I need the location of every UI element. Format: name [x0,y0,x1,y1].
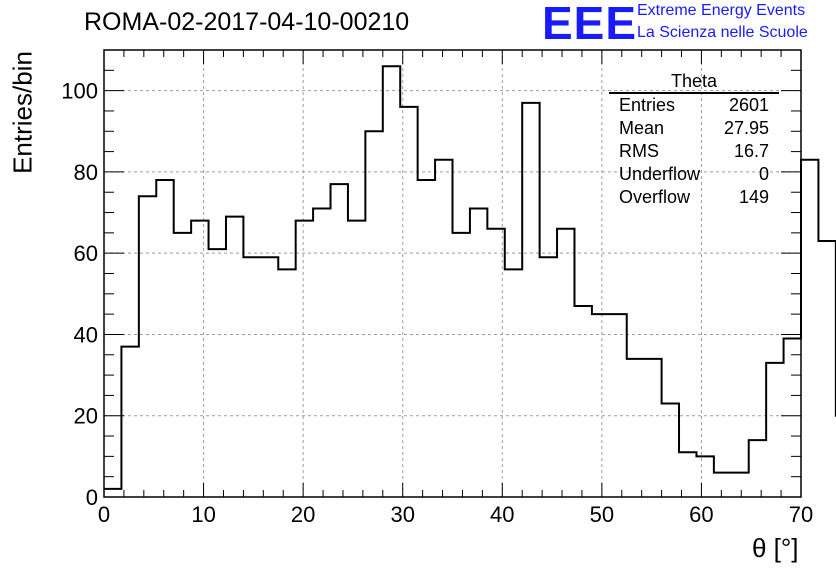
tick-labels: 0 10 20 30 40 50 60 70 0 20 40 60 80 100 [61,79,813,527]
histogram-bin [487,229,504,497]
y-tick-label: 0 [86,485,98,510]
logo-caption-line1: Extreme Energy Events [637,2,806,19]
histogram-bin [662,404,679,497]
histogram-bin [731,473,748,497]
x-tick-label: 70 [789,502,813,527]
histogram-bin [818,241,835,497]
histogram-bin [749,440,766,497]
histogram-line [104,65,836,490]
histogram-bin [679,452,696,497]
axis-ticks [103,49,802,498]
stats-value: 2601 [728,95,769,115]
y-axis-label: Entries/bin [7,51,38,174]
histogram-bin [418,180,435,497]
histogram-bin [470,208,487,497]
stats-row-underflow: Underflow 0 [609,163,779,186]
histogram-bin [226,217,243,497]
histogram-bin [121,347,138,497]
histogram-bin [801,160,818,497]
x-tick-label: 0 [98,502,110,527]
histogram-bin [261,257,278,497]
stats-box: Theta Entries 2601 Mean 27.95 RMS 16.7 U… [609,70,779,209]
chart-title: ROMA-02-2017-04-10-00210 [84,8,410,36]
histogram-bin [522,103,539,497]
logo-caption-line2: La Scienza nelle Scuole [637,24,808,41]
y-tick-label: 80 [74,160,98,185]
histogram-bin [348,221,365,497]
histogram-bin [574,306,591,497]
histogram-bin [505,269,522,497]
stats-row-overflow: Overflow 149 [609,186,779,209]
stats-label: Underflow [619,164,701,184]
histogram-bin [243,257,260,497]
histogram-bin [435,160,452,497]
histogram-bin [383,66,400,497]
histogram-bin [609,314,626,497]
histogram-bin [766,363,783,497]
histogram-bin [156,180,173,497]
histogram-bin [627,359,644,497]
histogram-bin [714,473,731,497]
stats-label: RMS [619,141,659,161]
stats-row-rms: RMS 16.7 [609,140,779,163]
stats-value: 0 [758,164,769,184]
histogram-bin [365,131,382,497]
histogram-bin [313,208,330,497]
histogram-bin [557,229,574,497]
histogram-bin [331,184,348,497]
eee-logo: EEE [542,0,638,49]
histogram-bin [540,257,557,497]
x-axis-label: θ [°] [752,533,799,563]
histogram-bin [209,249,226,497]
stats-value: 16.7 [733,141,769,161]
y-tick-label: 20 [74,404,98,429]
x-tick-label: 40 [490,502,514,527]
histogram-bin [453,233,470,497]
y-tick-label: 40 [74,322,98,347]
x-tick-label: 50 [590,502,614,527]
histogram-bin [139,196,156,497]
histogram-bin [592,314,609,497]
histogram-bin [104,489,121,497]
stats-label: Mean [619,118,665,138]
stats-value: 149 [738,187,769,207]
stats-label: Entries [619,95,676,115]
stats-row-entries: Entries 2601 [609,94,779,117]
histogram-bin [400,107,417,497]
y-tick-label: 100 [61,79,98,104]
histogram-bin [191,221,208,497]
histogram-bin [696,456,713,497]
histogram-bin [174,233,191,497]
x-tick-label: 30 [390,502,414,527]
histogram-bin [278,269,295,497]
stats-label: Overflow [619,187,691,207]
histogram-bin [644,359,661,497]
x-tick-label: 20 [291,502,315,527]
stats-value: 27.95 [723,118,769,138]
stats-row-mean: Mean 27.95 [609,117,779,140]
y-tick-label: 60 [74,241,98,266]
histogram-bin [784,339,801,497]
histogram-bin [296,221,313,497]
x-tick-label: 60 [689,502,713,527]
stats-title: Theta [609,70,779,94]
x-tick-label: 10 [191,502,215,527]
